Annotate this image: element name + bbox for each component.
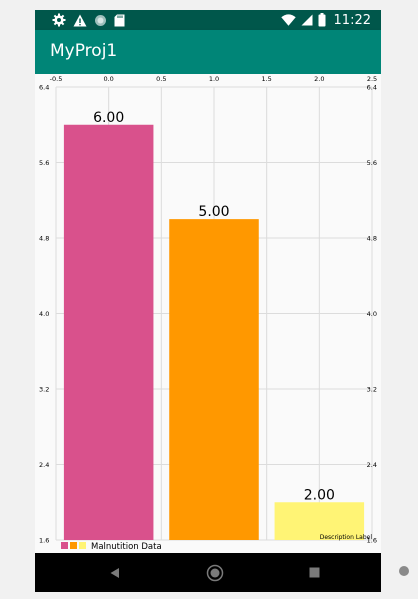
y-tick-label-left: 5.6 [39, 159, 49, 167]
x-tick-label: 2.0 [314, 75, 324, 83]
chart-x-ticks: -0.5 0.0 0.5 1.0 1.5 2.0 2.5 [50, 75, 378, 83]
bar [169, 219, 259, 540]
battery-icon [318, 13, 326, 27]
y-tick-label-right: 4.0 [367, 310, 377, 318]
bar-value-label: 5.00 [198, 204, 229, 220]
x-tick-label: -0.5 [50, 75, 63, 83]
legend-label: Malnutition Data [91, 542, 162, 552]
bar-value-label: 6.00 [93, 110, 124, 126]
chart-y-ticks-right: 1.6 2.4 3.2 4.0 4.8 5.6 6.4 [367, 84, 377, 545]
y-tick-label-right: 5.6 [367, 159, 377, 167]
x-tick-label: 1.0 [209, 75, 219, 83]
side-dot [399, 566, 409, 576]
y-tick-label-left: 4.8 [39, 235, 49, 243]
app-title: MyProj1 [50, 41, 118, 61]
y-tick-label-left: 4.0 [39, 310, 49, 318]
circle-icon [95, 14, 106, 26]
bar [63, 124, 154, 540]
phone-screen: 11:22 MyProj1 6.00 5.00 2.00 -0.5 0.0 0.5 1.0… [35, 10, 381, 592]
back-icon [110, 567, 119, 578]
y-tick-label-right: 6.4 [367, 84, 377, 92]
legend-swatches [61, 542, 86, 549]
recents-button[interactable] [294, 553, 334, 592]
y-tick-label-left: 3.2 [39, 386, 49, 394]
back-button[interactable] [95, 553, 135, 592]
x-tick-label: 0.5 [156, 75, 166, 83]
x-tick-label: 0.0 [103, 75, 113, 83]
legend-swatch [79, 542, 86, 549]
x-tick-label: 1.5 [261, 75, 271, 83]
legend-swatch [70, 542, 77, 549]
chart-description: Description Label [320, 534, 373, 541]
signal-icon [301, 14, 313, 26]
chart-area[interactable]: 6.00 5.00 2.00 -0.5 0.0 0.5 1.0 1.5 2.0 2.5 1.6 2… [35, 74, 381, 553]
chart-y-ticks-left: 1.6 2.4 3.2 4.0 4.8 5.6 6.4 [39, 84, 49, 545]
status-icons-right: 11:22 [280, 11, 371, 29]
bar-value-label: 2.00 [304, 487, 335, 503]
chart-value-labels: 6.00 5.00 2.00 [93, 110, 335, 504]
y-tick-label-right: 3.2 [367, 386, 377, 394]
app-bar: MyProj1 [35, 30, 381, 74]
status-bar: 11:22 [35, 10, 381, 30]
chart-bars [63, 124, 365, 540]
chart-legend: Malnutition Data [61, 542, 162, 552]
y-tick-label-right: 1.6 [367, 537, 377, 545]
y-tick-label-right: 4.8 [367, 235, 377, 243]
y-tick-label-right: 2.4 [367, 461, 377, 469]
x-tick-label: 2.5 [367, 75, 377, 83]
status-icons-left [52, 12, 125, 28]
home-icon [206, 564, 224, 581]
recents-icon [309, 567, 319, 578]
navigation-bar [35, 553, 381, 592]
status-time: 11:22 [333, 12, 371, 28]
home-button[interactable] [195, 553, 235, 592]
y-tick-label-left: 6.4 [39, 84, 49, 92]
legend-swatch [61, 542, 68, 549]
bar [274, 502, 365, 540]
y-tick-label-left: 2.4 [39, 461, 49, 469]
bar-chart[interactable]: 6.00 5.00 2.00 -0.5 0.0 0.5 1.0 1.5 2.0 2.5 1.6 2… [35, 74, 381, 553]
sd-card-icon [114, 14, 125, 26]
settings-icon [52, 13, 66, 27]
warning-icon [73, 14, 87, 26]
wifi-icon [280, 14, 296, 26]
y-tick-label-left: 1.6 [39, 537, 49, 545]
